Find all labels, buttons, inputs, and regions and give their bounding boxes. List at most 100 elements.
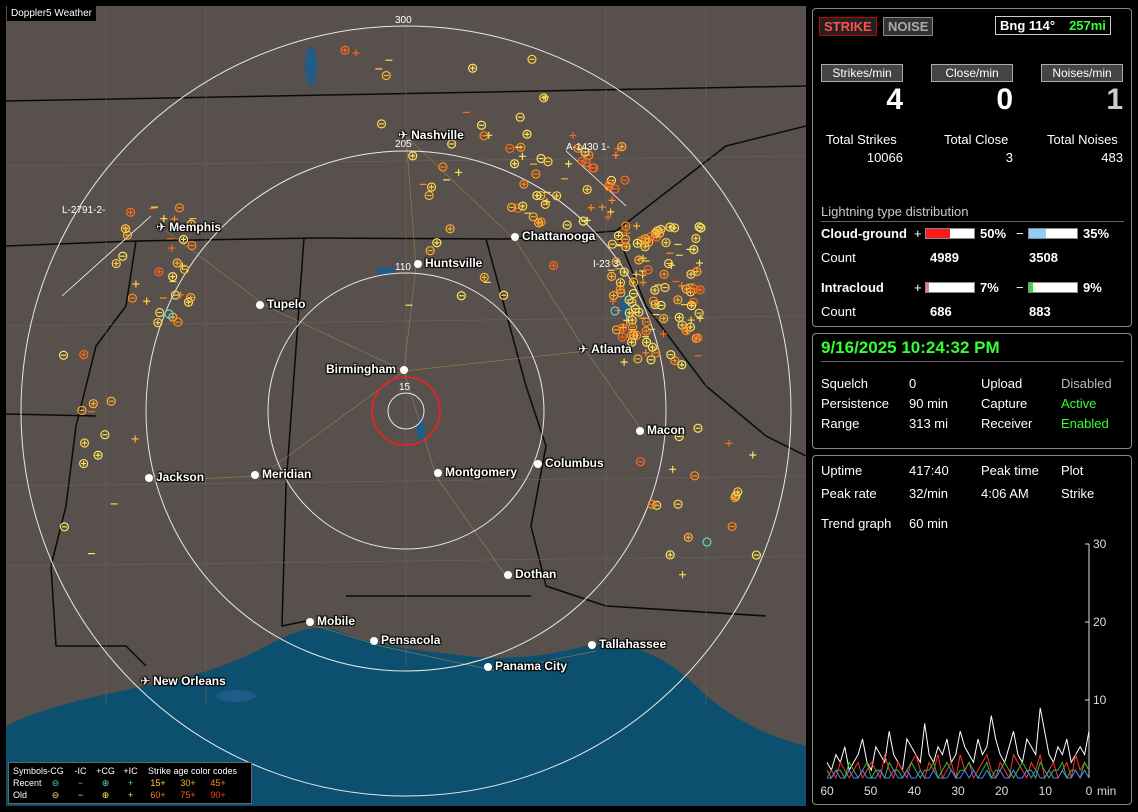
strike-marker-sign	[174, 260, 180, 266]
strike-marker-sign	[551, 263, 557, 269]
legend-recent-pos-ic-icon: +	[127, 778, 134, 788]
strike-marker-sign	[81, 352, 87, 358]
city-atlanta: ✈ Atlanta	[578, 342, 632, 356]
recent-strike-marker	[164, 309, 174, 319]
legend-age-60: 60+	[150, 790, 166, 800]
strike-marker	[505, 143, 515, 154]
strike-marker-sign	[621, 269, 627, 275]
strike-markers	[58, 45, 761, 579]
upload-label: Upload	[981, 376, 1023, 391]
strike-marker	[659, 330, 667, 338]
strike-marker	[426, 182, 437, 192]
uptime-value: 417:40	[909, 463, 949, 478]
city-nashville: ✈ Nashville	[398, 128, 464, 142]
strike-marker-sign	[688, 271, 694, 277]
settings-panel: 9/16/2025 10:24:32 PM Squelch 0 Upload D…	[812, 333, 1132, 449]
strike-marker-sign	[575, 145, 581, 151]
ic-label: Intracloud	[821, 280, 884, 295]
strike-marker-sign	[667, 224, 673, 230]
lightning-map[interactable]: Doppler5 Weather 300 205 110 15 A-1430 1…	[6, 6, 806, 806]
strike-marker	[634, 255, 644, 265]
strike-marker	[340, 45, 350, 55]
strike-marker	[620, 175, 630, 185]
strike-marker	[534, 218, 544, 228]
close-per-min-button[interactable]: Close/min	[931, 64, 1013, 82]
strike-marker	[118, 251, 128, 261]
strike-marker-sign	[113, 261, 119, 267]
strike-marker-sign	[634, 240, 640, 246]
city-tallahassee: Tallahassee	[588, 637, 666, 651]
strike-marker-sign	[512, 161, 518, 167]
strike-marker	[683, 532, 693, 543]
strike-marker	[506, 202, 517, 212]
close-per-min-value: 0	[996, 83, 1013, 116]
strike-marker	[168, 244, 176, 252]
strike-marker	[617, 332, 627, 342]
strike-marker-sign	[644, 339, 650, 345]
city-meridian: Meridian	[251, 467, 311, 481]
strike-marker-sign	[643, 328, 649, 334]
ic-pos-sign: +	[914, 280, 922, 295]
strike-marker-sign	[447, 226, 453, 232]
strike-marker-sign	[619, 144, 625, 150]
strike-marker-sign	[155, 320, 161, 326]
bearing-distance: 257mi	[1069, 18, 1106, 33]
strike-marker-sign	[685, 534, 691, 540]
noise-mode-button[interactable]: NOISE	[883, 17, 934, 36]
strike-marker	[666, 350, 676, 360]
trend-series-line	[826, 707, 1090, 772]
trend-label: Trend graph	[821, 516, 892, 531]
strikes-per-min-button[interactable]: Strikes/min	[821, 64, 903, 82]
strike-marker-sign	[661, 271, 667, 277]
strike-marker-sign	[672, 358, 678, 364]
city-new-orleans: ✈ New Orleans	[140, 674, 226, 688]
strike-marker	[621, 241, 629, 249]
city-montgomery: Montgomery	[434, 465, 517, 479]
noises-per-min-button[interactable]: Noises/min	[1041, 64, 1123, 82]
trend-x-axis-label: min	[1097, 784, 1116, 798]
strike-marker	[432, 238, 442, 248]
city-dot-icon	[400, 366, 409, 374]
strike-marker	[667, 261, 675, 269]
ic-neg-bar	[1028, 282, 1078, 293]
strike-marker	[670, 223, 680, 233]
strike-marker	[172, 258, 182, 268]
strike-marker	[677, 360, 687, 370]
strike-marker-sign	[541, 95, 547, 101]
strike-marker	[608, 196, 616, 204]
strike-marker	[695, 285, 705, 295]
cg-neg-pct: 35%	[1083, 226, 1110, 241]
strike-marker-sign	[615, 233, 621, 239]
strike-marker-sign	[520, 203, 526, 209]
strike-marker	[77, 405, 87, 416]
strike-marker	[376, 119, 387, 129]
legend-old-pos-ic-icon: +	[127, 790, 134, 800]
plot-value[interactable]: Strike	[1061, 486, 1095, 501]
city-tupelo: Tupelo	[256, 297, 305, 311]
strike-mode-button[interactable]: STRIKE	[819, 17, 877, 36]
strike-marker	[607, 239, 617, 249]
strike-marker	[186, 292, 196, 303]
strike-marker	[661, 238, 671, 248]
strike-marker-sign	[434, 240, 440, 246]
strike-marker	[106, 396, 116, 406]
map-canvas	[6, 6, 806, 806]
strike-marker	[615, 278, 626, 288]
strike-marker	[673, 295, 683, 305]
strike-marker	[644, 237, 654, 247]
strike-marker	[642, 349, 650, 357]
legend-header-age-codes: Strike age color codes	[148, 766, 238, 776]
persistence-label: Persistence	[821, 396, 889, 411]
city-dot-icon	[370, 637, 378, 645]
total-close-value: 3	[1005, 150, 1013, 165]
strike-marker	[174, 203, 185, 213]
strike-marker	[93, 450, 103, 460]
recent-strike-marker	[610, 306, 620, 316]
strike-marker	[733, 487, 743, 497]
lakes	[216, 46, 631, 702]
strike-marker	[122, 230, 133, 240]
city-memphis: ✈ Memphis	[156, 220, 222, 234]
city-dot-icon	[636, 427, 644, 435]
strike-marker	[648, 296, 659, 306]
strike-marker	[131, 435, 139, 443]
